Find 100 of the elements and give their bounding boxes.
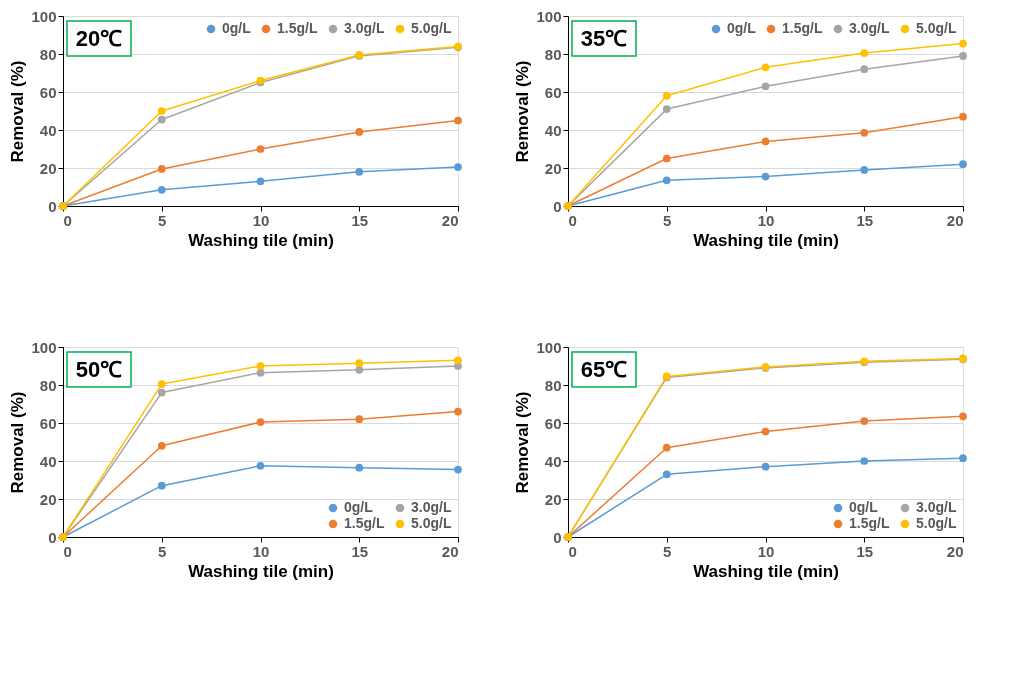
point [860,417,869,425]
point [860,128,869,137]
x-tick-label: 10 [757,211,775,229]
x-tick-label: 0 [63,211,72,229]
point [256,461,265,470]
point [157,165,166,173]
point [860,457,869,465]
legend-label: 1.5g/L [849,515,890,531]
y-tick-label: 40 [544,452,562,470]
point [860,49,869,57]
point [959,412,967,421]
x-tick-label: 15 [856,542,874,560]
x-tick-label: 10 [252,211,270,229]
y-tick-label: 80 [39,376,57,394]
legend-label: 0g/L [727,20,757,36]
y-tick-label: 100 [31,338,57,356]
point [157,185,166,194]
y-tick-label: 40 [544,121,562,139]
point [761,63,770,72]
point [355,359,364,368]
annotation: 20℃ [75,26,123,51]
point [157,441,166,450]
point [157,380,166,388]
point [256,418,265,426]
point [662,105,671,113]
legend-label: 3.0g/L [344,20,385,36]
y-tick-label: 80 [39,45,57,63]
point [157,115,166,124]
point [157,481,166,490]
x-tick-label: 0 [63,542,72,560]
x-axis-title: Washing tile (min) [693,561,839,581]
y-axis-title: Removal (%) [8,391,28,494]
x-tick-label: 5 [663,542,672,560]
point [157,107,166,115]
point [761,137,770,146]
point [355,463,364,472]
y-tick-label: 60 [544,414,562,432]
legend-label: 3.0g/L [916,499,957,515]
x-tick-label: 15 [351,211,369,229]
point [454,356,462,365]
point [355,365,364,374]
y-tick-label: 100 [31,7,57,25]
x-tick-label: 5 [158,211,167,229]
y-tick-label: 20 [39,490,57,508]
point [256,145,265,153]
point [959,160,967,169]
point [860,65,869,74]
point [860,166,869,174]
x-tick-label: 20 [946,542,964,560]
point [662,176,671,185]
y-tick-label: 0 [553,197,562,215]
point [662,91,671,100]
point [761,462,770,471]
y-tick-label: 20 [39,159,57,177]
point [454,465,462,474]
point [355,415,364,424]
legend-label: 5.0g/L [411,20,452,36]
y-axis-title: Removal (%) [513,391,533,494]
point [959,52,967,60]
x-tick-label: 15 [351,542,369,560]
legend-label: 0g/L [849,499,879,515]
x-tick-label: 20 [441,542,459,560]
point [959,112,967,121]
y-axis-title: Removal (%) [8,60,28,163]
x-tick-label: 20 [946,211,964,229]
point [157,388,166,397]
x-tick-label: 5 [663,211,672,229]
point [256,368,265,377]
x-tick-label: 0 [568,211,577,229]
point [959,454,967,463]
point [355,167,364,176]
y-tick-label: 60 [544,83,562,101]
y-tick-label: 100 [536,7,562,25]
point [256,362,265,370]
y-tick-label: 0 [553,528,562,546]
y-tick-label: 60 [39,414,57,432]
y-tick-label: 20 [544,490,562,508]
y-tick-label: 40 [39,121,57,139]
x-tick-label: 0 [568,542,577,560]
x-tick-label: 10 [252,542,270,560]
y-tick-label: 60 [39,83,57,101]
point [662,154,671,163]
point [761,82,770,91]
y-axis-title: Removal (%) [513,60,533,163]
y-tick-label: 0 [48,197,57,215]
x-tick-label: 10 [757,542,775,560]
annotation: 35℃ [580,26,628,51]
legend-label: 3.0g/L [849,20,890,36]
x-axis-title: Washing tile (min) [188,561,334,581]
legend-label: 5.0g/L [916,20,957,36]
point [761,172,770,181]
point [256,177,265,186]
legend-label: 0g/L [222,20,252,36]
legend-label: 1.5g/L [277,20,318,36]
x-axis-title: Washing tile (min) [188,230,334,250]
legend-label: 3.0g/L [411,499,452,515]
y-tick-label: 80 [544,376,562,394]
x-tick-label: 20 [441,211,459,229]
point [761,427,770,436]
y-tick-label: 0 [48,528,57,546]
